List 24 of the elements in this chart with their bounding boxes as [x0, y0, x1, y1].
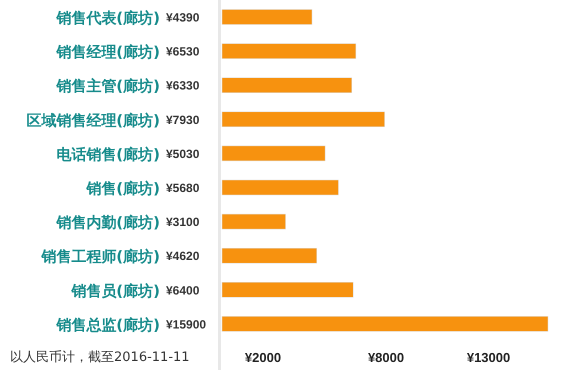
x-tick-label: ¥13000	[466, 350, 510, 365]
y-tick-label: 销售经理(廊坊)	[55, 43, 160, 62]
y-tick-label: 销售工程师(廊坊)	[40, 248, 160, 266]
y-tick-label: 区域销售经理(廊坊)	[26, 111, 160, 130]
data-label: ¥5680	[166, 181, 200, 195]
data-label: ¥7930	[166, 112, 200, 127]
data-label: ¥4620	[166, 249, 200, 264]
data-label: ¥5030	[166, 146, 200, 161]
data-label: ¥3100	[166, 215, 200, 230]
data-label: ¥6530	[166, 44, 200, 59]
data-label: ¥15900	[166, 317, 206, 332]
data-label: ¥4390	[166, 10, 200, 24]
y-tick-label: 销售主管(廊坊)	[55, 77, 160, 96]
y-tick-label: 电话销售(廊坊)	[56, 145, 160, 164]
y-tick-label: 销售(廊坊)	[85, 180, 160, 198]
y-tick-label: 销售总监(廊坊)	[55, 316, 160, 334]
x-tick-label: ¥2000	[244, 350, 282, 365]
text: 以人民币计，截至2016-11-11	[10, 350, 190, 365]
y-tick-label: 销售代表(廊坊)	[55, 9, 160, 27]
data-label: ¥6400	[166, 283, 200, 298]
data-label: ¥6330	[166, 78, 200, 93]
y-tick-label: 销售员(廊坊)	[70, 282, 160, 300]
y-tick-label: 销售内勤(廊坊)	[55, 214, 160, 232]
x-tick-label: ¥8000	[368, 350, 404, 365]
